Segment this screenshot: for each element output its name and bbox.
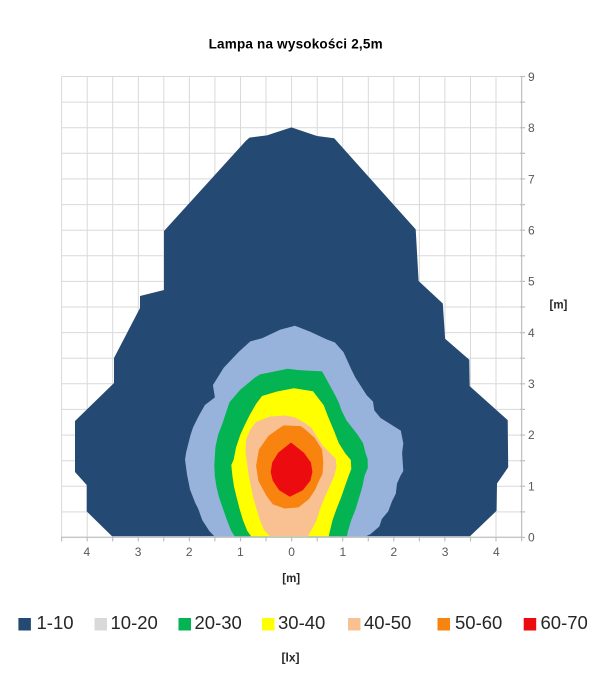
svg-text:1: 1: [237, 545, 244, 559]
svg-text:4: 4: [528, 326, 535, 340]
svg-text:4: 4: [493, 545, 500, 559]
svg-text:0: 0: [288, 545, 295, 559]
svg-text:4: 4: [84, 545, 91, 559]
svg-text:Lampa na wysokości 2,5m: Lampa na wysokości 2,5m: [209, 37, 383, 52]
svg-text:10-20: 10-20: [111, 612, 158, 633]
svg-text:40-50: 40-50: [364, 612, 411, 633]
svg-text:3: 3: [135, 545, 142, 559]
svg-text:[lx]: [lx]: [282, 651, 300, 665]
svg-text:20-30: 20-30: [195, 612, 242, 633]
svg-text:3: 3: [442, 545, 449, 559]
svg-text:1-10: 1-10: [37, 612, 74, 633]
svg-text:8: 8: [528, 121, 535, 135]
svg-text:2: 2: [528, 428, 535, 442]
svg-text:0: 0: [528, 531, 535, 545]
svg-text:6: 6: [528, 224, 535, 238]
svg-text:1: 1: [339, 545, 346, 559]
svg-text:2: 2: [391, 545, 398, 559]
svg-text:[m]: [m]: [550, 300, 568, 312]
svg-text:2: 2: [186, 545, 193, 559]
svg-text:5: 5: [528, 275, 535, 289]
svg-text:9: 9: [528, 70, 535, 84]
svg-text:1: 1: [528, 479, 535, 493]
svg-text:[m]: [m]: [282, 573, 300, 585]
svg-text:3: 3: [528, 377, 535, 391]
svg-text:7: 7: [528, 172, 535, 186]
svg-text:60-70: 60-70: [541, 612, 588, 633]
svg-text:50-60: 50-60: [455, 612, 502, 633]
svg-text:30-40: 30-40: [278, 612, 325, 633]
